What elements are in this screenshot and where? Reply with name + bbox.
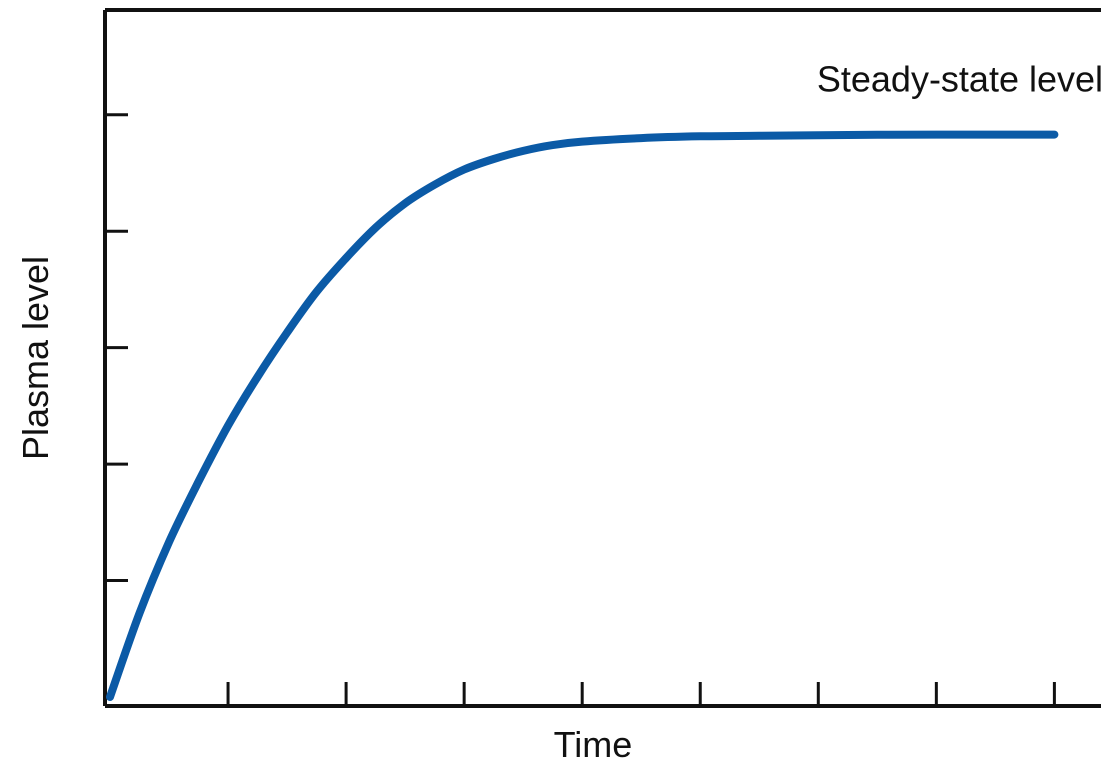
axis-ticks <box>105 113 1056 706</box>
plasma-level-curve <box>106 130 1059 701</box>
x-axis-label: Time <box>554 724 633 763</box>
plot-frame <box>103 8 1101 708</box>
annotation-layer: Steady-state level <box>817 59 1101 100</box>
steady-state-annotation: Steady-state level <box>817 59 1101 100</box>
series-layer <box>106 130 1059 701</box>
y-axis-label: Plasma level <box>15 256 56 460</box>
